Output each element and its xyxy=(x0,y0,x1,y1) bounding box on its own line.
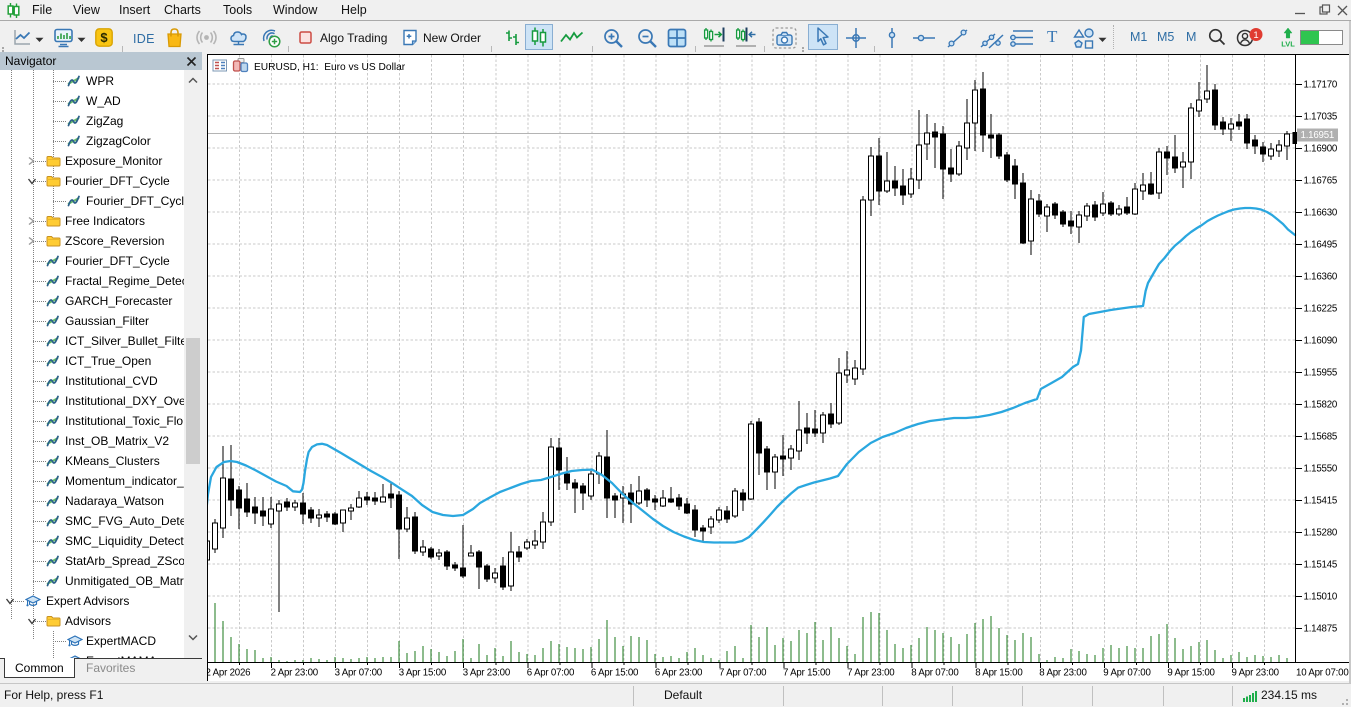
svg-text:1.15010: 1.15010 xyxy=(1304,592,1338,603)
svg-text:8 Apr 15:00: 8 Apr 15:00 xyxy=(975,668,1023,679)
svg-text:9 Apr 23:00: 9 Apr 23:00 xyxy=(1232,668,1280,679)
svg-text:LVL: LVL xyxy=(1281,40,1295,49)
svg-text:1.16360: 1.16360 xyxy=(1304,272,1338,283)
svg-text:1.17035: 1.17035 xyxy=(1304,112,1338,123)
svg-text:6 Apr 23:00: 6 Apr 23:00 xyxy=(655,668,703,679)
svg-text:10 Apr 07:00: 10 Apr 07:00 xyxy=(1296,668,1349,679)
svg-text:2 Apr 23:00: 2 Apr 23:00 xyxy=(271,668,319,679)
svg-text:1: 1 xyxy=(1253,30,1258,41)
svg-text:1.15145: 1.15145 xyxy=(1304,560,1338,571)
svg-text:6 Apr 15:00: 6 Apr 15:00 xyxy=(591,668,639,679)
svg-text:1.16225: 1.16225 xyxy=(1304,304,1338,315)
svg-text:9 Apr 07:00: 9 Apr 07:00 xyxy=(1103,668,1151,679)
svg-text:1.15550: 1.15550 xyxy=(1304,464,1338,475)
svg-text:1.15280: 1.15280 xyxy=(1304,528,1338,539)
svg-text:7 Apr 15:00: 7 Apr 15:00 xyxy=(783,668,831,679)
svg-text:8 Apr 07:00: 8 Apr 07:00 xyxy=(911,668,959,679)
svg-text:1.15820: 1.15820 xyxy=(1304,400,1338,411)
svg-text:1.17170: 1.17170 xyxy=(1304,80,1338,91)
svg-text:1.16951: 1.16951 xyxy=(1301,130,1335,141)
svg-text:9 Apr 15:00: 9 Apr 15:00 xyxy=(1167,668,1215,679)
svg-text:3 Apr 23:00: 3 Apr 23:00 xyxy=(463,668,511,679)
svg-text:$: $ xyxy=(100,30,108,45)
svg-text:1.15685: 1.15685 xyxy=(1304,432,1338,443)
svg-text:1.16090: 1.16090 xyxy=(1304,336,1338,347)
svg-text:1.16630: 1.16630 xyxy=(1304,208,1338,219)
svg-text:1.15955: 1.15955 xyxy=(1304,368,1338,379)
svg-text:3 Apr 15:00: 3 Apr 15:00 xyxy=(399,668,447,679)
svg-text:1.16900: 1.16900 xyxy=(1304,144,1338,155)
svg-text:1.15415: 1.15415 xyxy=(1304,496,1338,507)
svg-text:EURUSD, H1: Euro vs US Dollar: EURUSD, H1: Euro vs US Dollar xyxy=(254,62,406,73)
svg-text:1.16495: 1.16495 xyxy=(1304,240,1338,251)
svg-text:1.16765: 1.16765 xyxy=(1304,176,1338,187)
svg-text:3 Apr 07:00: 3 Apr 07:00 xyxy=(335,668,383,679)
svg-text:8 Apr 23:00: 8 Apr 23:00 xyxy=(1039,668,1087,679)
svg-text:7 Apr 23:00: 7 Apr 23:00 xyxy=(847,668,895,679)
svg-text:7 Apr 07:00: 7 Apr 07:00 xyxy=(719,668,767,679)
svg-text:2 Apr 2026: 2 Apr 2026 xyxy=(207,668,250,679)
svg-text:1.14875: 1.14875 xyxy=(1304,624,1338,635)
svg-text:6 Apr 07:00: 6 Apr 07:00 xyxy=(527,668,575,679)
